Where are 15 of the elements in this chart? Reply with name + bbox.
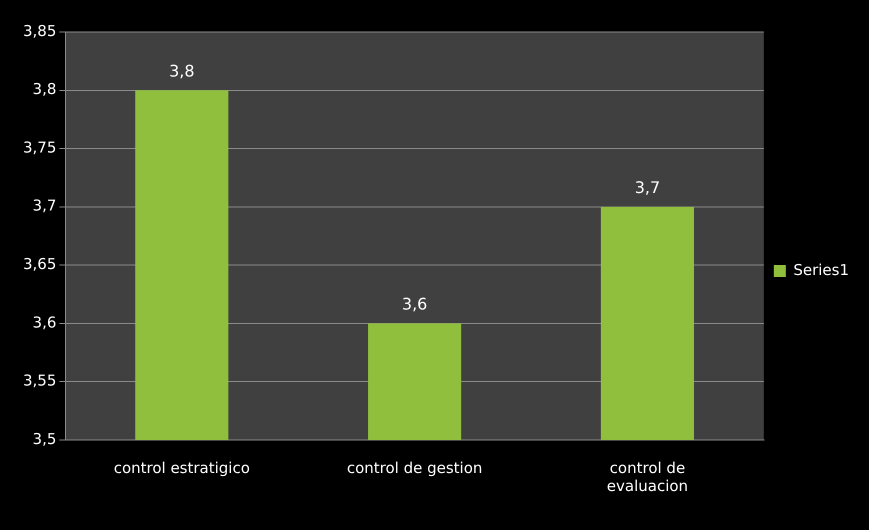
data-label: 3,6 xyxy=(402,294,428,314)
y-tick-label: 3,85 xyxy=(22,22,56,40)
y-tick-label: 3,5 xyxy=(32,430,56,448)
x-tick-label: control de evaluacion xyxy=(606,458,688,495)
y-tick-label: 3,7 xyxy=(32,196,56,215)
y-tick-label: 3,6 xyxy=(32,313,56,332)
y-tick-label: 3,75 xyxy=(22,138,56,156)
y-tick-label: 3,65 xyxy=(22,255,56,274)
y-tick-label: 3,55 xyxy=(22,372,56,390)
data-label: 3,8 xyxy=(169,61,195,80)
x-tick-label: control estratigico xyxy=(114,458,250,477)
y-tick-label: 3,8 xyxy=(32,80,56,98)
legend-label: Series1 xyxy=(793,260,849,279)
data-label: 3,7 xyxy=(634,178,660,198)
x-tick-label: control de gestion xyxy=(346,458,482,477)
